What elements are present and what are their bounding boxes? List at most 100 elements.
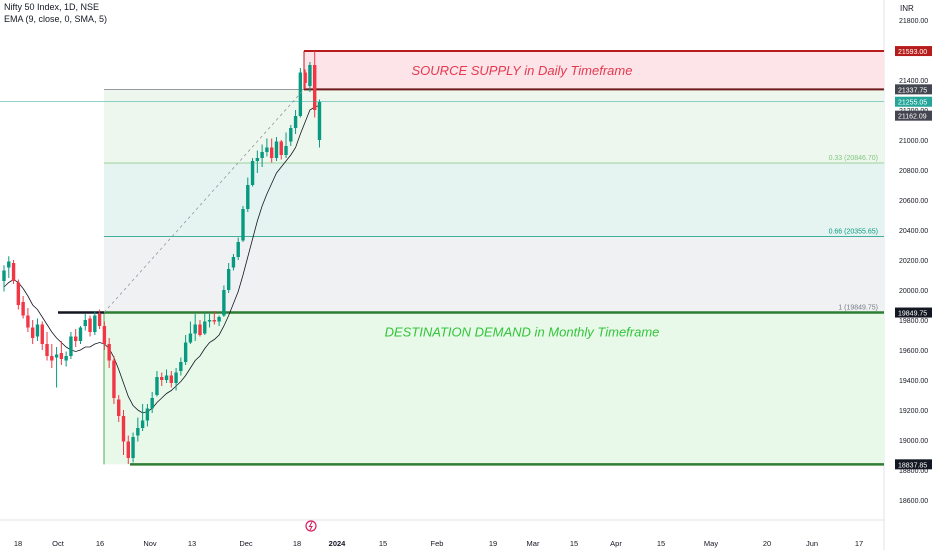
- candle-body: [64, 356, 68, 361]
- x-tick-label: May: [704, 539, 718, 548]
- candle-body: [279, 141, 283, 155]
- candle-body: [265, 147, 269, 152]
- fib-trend-line: [103, 89, 305, 313]
- x-tick-label: 16: [96, 539, 104, 548]
- candle-body: [260, 152, 264, 158]
- fib-level-label: 0.33 (20846.70): [829, 155, 878, 162]
- candle-body: [293, 116, 298, 128]
- y-tick-label: 20400.00: [899, 228, 928, 235]
- candle-body: [7, 261, 11, 268]
- price-label-text: 18837.85: [898, 462, 927, 469]
- y-tick-label: 21800.00: [899, 18, 928, 25]
- candle-body: [78, 327, 83, 341]
- candle-body: [140, 420, 145, 428]
- candle-body: [102, 326, 107, 344]
- candle-body: [155, 377, 159, 395]
- candle-body: [160, 377, 164, 380]
- y-tick-label: 18600.00: [899, 498, 928, 505]
- candle-body: [217, 317, 221, 322]
- candle-body: [50, 356, 54, 361]
- candle-body: [45, 344, 49, 356]
- candle-body: [83, 320, 87, 326]
- candle-body: [274, 141, 279, 158]
- y-tick-label: 20200.00: [899, 258, 928, 265]
- candle-body: [59, 353, 64, 359]
- candle-body: [21, 302, 25, 316]
- currency-label: INR: [900, 4, 914, 13]
- candle-body: [174, 372, 178, 383]
- x-tick-label: Feb: [431, 539, 444, 548]
- candle-body: [188, 333, 193, 343]
- y-tick-label: 19000.00: [899, 438, 928, 445]
- candle-body: [16, 282, 21, 305]
- price-label-text: 21255.05: [898, 100, 927, 107]
- price-label-box: [895, 307, 932, 318]
- candle-body: [255, 158, 260, 161]
- y-tick-label: 19800.00: [899, 318, 928, 325]
- candle-body: [298, 72, 303, 116]
- fib-band-2: [104, 236, 884, 313]
- candle-body: [121, 416, 126, 442]
- y-tick-label: 19600.00: [899, 348, 928, 355]
- price-label-box: [895, 459, 932, 470]
- candle-body: [126, 441, 130, 458]
- price-label-text: 21162.09: [898, 114, 927, 121]
- candle-body: [150, 398, 154, 409]
- candle-body: [179, 362, 183, 371]
- candle-body: [117, 399, 121, 416]
- fib-level-label: 0.66 (20355.65): [829, 229, 878, 236]
- event-marker-bolt: [308, 521, 313, 531]
- candle-body: [183, 342, 188, 362]
- candle-body: [289, 128, 293, 142]
- y-tick-label: 20800.00: [899, 168, 928, 175]
- supply-zone[interactable]: [304, 51, 884, 90]
- symbol-title[interactable]: Nifty 50 Index, 1D, NSE: [4, 2, 100, 12]
- candle-body: [40, 324, 44, 344]
- candle-body: [54, 354, 59, 358]
- candle-body: [93, 315, 97, 332]
- price-label-box: [895, 110, 932, 121]
- candle-body: [284, 146, 288, 155]
- price-label-box: [895, 46, 932, 57]
- y-tick-label: 19200.00: [899, 408, 928, 415]
- y-tick-label: 20600.00: [899, 198, 928, 205]
- price-label-text: 21337.75: [898, 87, 927, 94]
- candle-body: [222, 290, 226, 316]
- price-label-text: 21593.00: [898, 49, 927, 56]
- candle-body: [145, 408, 150, 421]
- x-tick-label: Jun: [806, 539, 818, 548]
- event-marker-icon[interactable]: [305, 520, 317, 532]
- x-tick-label: 17: [855, 539, 863, 548]
- x-tick-label: 15: [657, 539, 665, 548]
- candle-body: [69, 336, 73, 356]
- candle-body: [74, 336, 78, 341]
- candle-body: [35, 324, 40, 337]
- supply-zone-label: SOURCE SUPPLY in Daily Timeframe: [412, 63, 633, 78]
- y-tick-label: 19400.00: [899, 378, 928, 385]
- candle-body: [241, 209, 245, 241]
- price-label-box: [895, 84, 932, 95]
- demand-zone[interactable]: [104, 312, 884, 465]
- ema-line: [3, 105, 320, 414]
- x-tick-label: Mar: [527, 539, 540, 548]
- candle-body: [30, 327, 35, 338]
- candle-body: [198, 324, 202, 335]
- candle-body: [313, 65, 317, 110]
- indicator-legend[interactable]: EMA (9, close, 0, SMA, 5): [4, 14, 108, 24]
- candle-body: [193, 324, 197, 334]
- fib-level-label: 1 (19849.75): [838, 305, 878, 312]
- candle-body: [164, 375, 169, 380]
- x-tick-label: Oct: [52, 539, 65, 548]
- price-label-box: [895, 96, 932, 107]
- y-tick-label: 21000.00: [899, 138, 928, 145]
- demand-zone-label: DESTINATION DEMAND in Monthly Timeframe: [385, 325, 660, 340]
- x-tick-label: 18: [293, 539, 301, 548]
- candle-body: [308, 65, 312, 86]
- fib-band-0: [104, 89, 884, 163]
- x-tick-label: 18: [14, 539, 22, 548]
- candle-body: [246, 185, 250, 209]
- x-tick-label: 15: [379, 539, 387, 548]
- candle-body: [107, 344, 111, 361]
